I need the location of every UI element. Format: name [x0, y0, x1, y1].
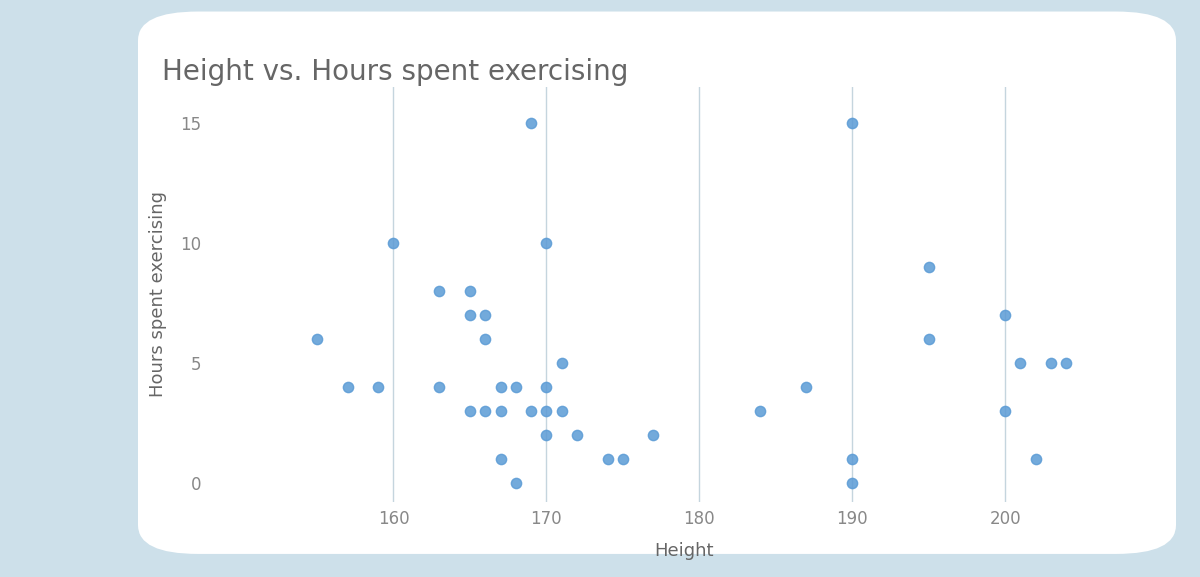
Point: [919, 334, 938, 343]
Point: [552, 406, 571, 415]
Point: [506, 478, 526, 488]
Point: [996, 310, 1015, 319]
Point: [461, 286, 480, 295]
Point: [1042, 358, 1061, 368]
Point: [1026, 454, 1045, 463]
Text: Height vs. Hours spent exercising: Height vs. Hours spent exercising: [162, 58, 629, 86]
X-axis label: Height: Height: [654, 542, 714, 560]
Point: [842, 454, 862, 463]
Point: [475, 310, 494, 319]
Point: [1010, 358, 1030, 368]
Point: [338, 382, 358, 391]
Point: [430, 286, 449, 295]
Point: [842, 478, 862, 488]
Point: [1057, 358, 1076, 368]
Point: [475, 406, 494, 415]
Point: [536, 406, 556, 415]
Point: [996, 406, 1015, 415]
Point: [491, 382, 510, 391]
Point: [568, 430, 587, 439]
Point: [751, 406, 770, 415]
Point: [491, 454, 510, 463]
Point: [475, 334, 494, 343]
Point: [536, 238, 556, 248]
Point: [536, 430, 556, 439]
Y-axis label: Hours spent exercising: Hours spent exercising: [149, 191, 167, 398]
Point: [613, 454, 632, 463]
Point: [430, 382, 449, 391]
Point: [307, 334, 326, 343]
Point: [384, 238, 403, 248]
Point: [644, 430, 664, 439]
Point: [797, 382, 816, 391]
Point: [522, 406, 541, 415]
Point: [522, 118, 541, 127]
Point: [461, 406, 480, 415]
Point: [461, 310, 480, 319]
Point: [506, 382, 526, 391]
Point: [598, 454, 617, 463]
Point: [491, 406, 510, 415]
Point: [842, 118, 862, 127]
Point: [536, 382, 556, 391]
Point: [919, 262, 938, 271]
Point: [552, 358, 571, 368]
Point: [368, 382, 388, 391]
